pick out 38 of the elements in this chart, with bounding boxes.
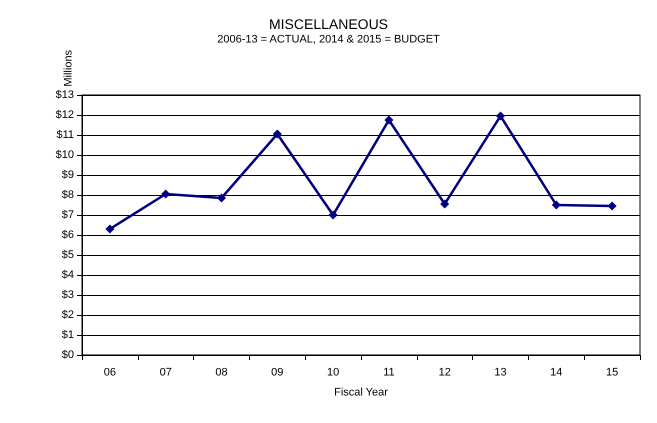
y-tick-label: $4	[62, 269, 74, 281]
point	[608, 202, 617, 210]
y-tick-label: $0	[62, 349, 74, 361]
point	[496, 112, 505, 120]
point	[328, 210, 338, 220]
y-tick-label: $8	[62, 189, 74, 201]
x-tick-label: 14	[550, 366, 562, 378]
y-tick-label: $9	[62, 169, 74, 181]
y-tick-label: $3	[62, 289, 74, 301]
x-tick-label: 06	[104, 366, 116, 378]
point	[384, 116, 394, 124]
x-tick-label: 08	[215, 366, 228, 378]
x-tick-label: 10	[326, 366, 340, 378]
point	[217, 194, 226, 202]
y-tick-label: $5	[62, 249, 74, 261]
x-tick-label: 11	[383, 366, 395, 378]
x-tick-label: 07	[160, 366, 172, 378]
y-axis-title: Millions	[62, 49, 74, 87]
point	[552, 200, 561, 210]
point	[272, 130, 282, 138]
x-tick-label: 15	[606, 366, 618, 378]
y-tick-label: $13	[56, 89, 74, 101]
y-tick-label: $11	[56, 129, 74, 141]
x-tick-label: 13	[494, 366, 507, 378]
chart-subtitle: 2006-13 = ACTUAL, 2014 & 2015 = BUDGET	[217, 34, 440, 46]
point	[161, 190, 170, 198]
y-tick-label: $12	[56, 109, 74, 121]
point	[105, 224, 114, 234]
y-tick-label: $1	[62, 329, 74, 341]
y-tick-label: $6	[62, 229, 74, 241]
chart-title: MISCELLANEOUS	[268, 16, 388, 32]
point	[440, 200, 450, 208]
x-tick-label: 09	[271, 366, 284, 378]
x-axis-title: Fiscal Year	[334, 386, 388, 398]
x-tick-label: 12	[438, 366, 451, 378]
y-tick-label: $10	[56, 149, 74, 161]
y-tick-label: $7	[62, 209, 74, 221]
y-tick-label: $2	[62, 309, 74, 321]
